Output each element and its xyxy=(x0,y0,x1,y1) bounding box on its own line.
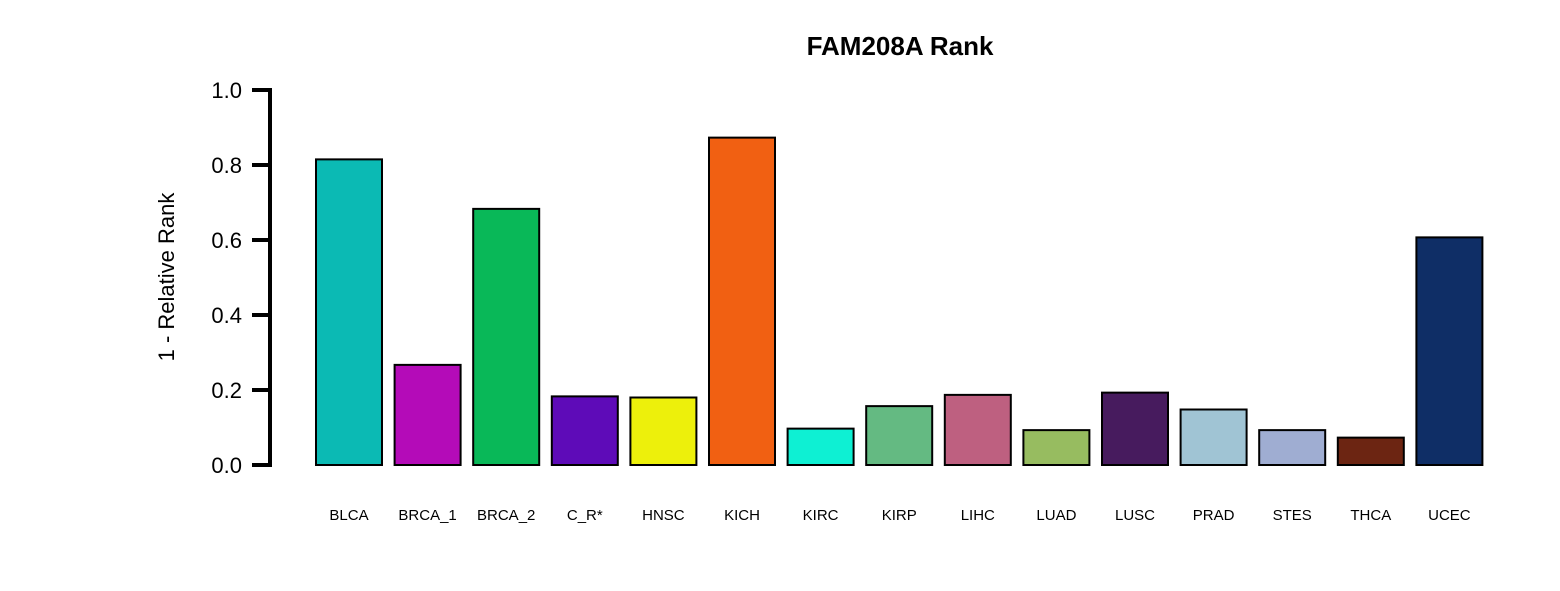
bar-lihc xyxy=(943,393,1012,466)
x-tick-label: UCEC xyxy=(1428,507,1471,524)
bar-prad xyxy=(1179,408,1248,466)
x-tick-label: STES xyxy=(1273,507,1312,524)
y-tick-label: 0.6 xyxy=(211,228,242,253)
y-tick-label: 0.0 xyxy=(211,453,242,478)
x-tick-labels: BLCA BRCA_1 BRCA_2 C_R* HNSC KICH KIRC KIRP LIHC… xyxy=(329,507,1470,524)
bar-kirp xyxy=(865,405,934,466)
x-tick-label: BLCA xyxy=(329,507,368,524)
bar-hnsc xyxy=(629,396,698,466)
bar-brca-2 xyxy=(472,207,541,466)
y-axis-label: 1 - Relative Rank xyxy=(154,192,179,362)
x-tick-label: LUAD xyxy=(1036,507,1076,524)
bar-stes xyxy=(1258,429,1327,466)
y-tick-label: 0.8 xyxy=(211,153,242,178)
bar-luad xyxy=(1022,429,1091,466)
bar-thca xyxy=(1336,436,1405,466)
bars-group xyxy=(315,136,1484,466)
x-tick-label: THCA xyxy=(1350,507,1391,524)
bar-brca-1 xyxy=(393,363,462,466)
x-tick-label: KIRC xyxy=(803,507,839,524)
bar-kirc xyxy=(786,427,855,466)
y-tick-label: 0.2 xyxy=(211,378,242,403)
x-tick-label: BRCA_1 xyxy=(398,507,456,524)
bar-lusc xyxy=(1101,391,1169,466)
y-tick-label: 1.0 xyxy=(211,78,242,103)
y-axis: 0.0 0.2 0.4 0.6 0.8 1.0 xyxy=(211,78,272,478)
x-tick-label: PRAD xyxy=(1193,507,1235,524)
x-tick-label: HNSC xyxy=(642,507,685,524)
x-tick-label: LIHC xyxy=(961,507,995,524)
bar-c-r xyxy=(550,395,619,466)
chart-title: FAM208A Rank xyxy=(807,31,994,61)
bar-kich xyxy=(708,136,776,466)
bar-blca xyxy=(315,158,383,466)
bar-ucec xyxy=(1415,236,1484,466)
x-tick-label: C_R* xyxy=(567,507,603,524)
x-tick-label: BRCA_2 xyxy=(477,507,535,524)
x-tick-label: KICH xyxy=(724,507,760,524)
y-tick-label: 0.4 xyxy=(211,303,242,328)
x-tick-label: LUSC xyxy=(1115,507,1155,524)
x-tick-label: KIRP xyxy=(882,507,917,524)
